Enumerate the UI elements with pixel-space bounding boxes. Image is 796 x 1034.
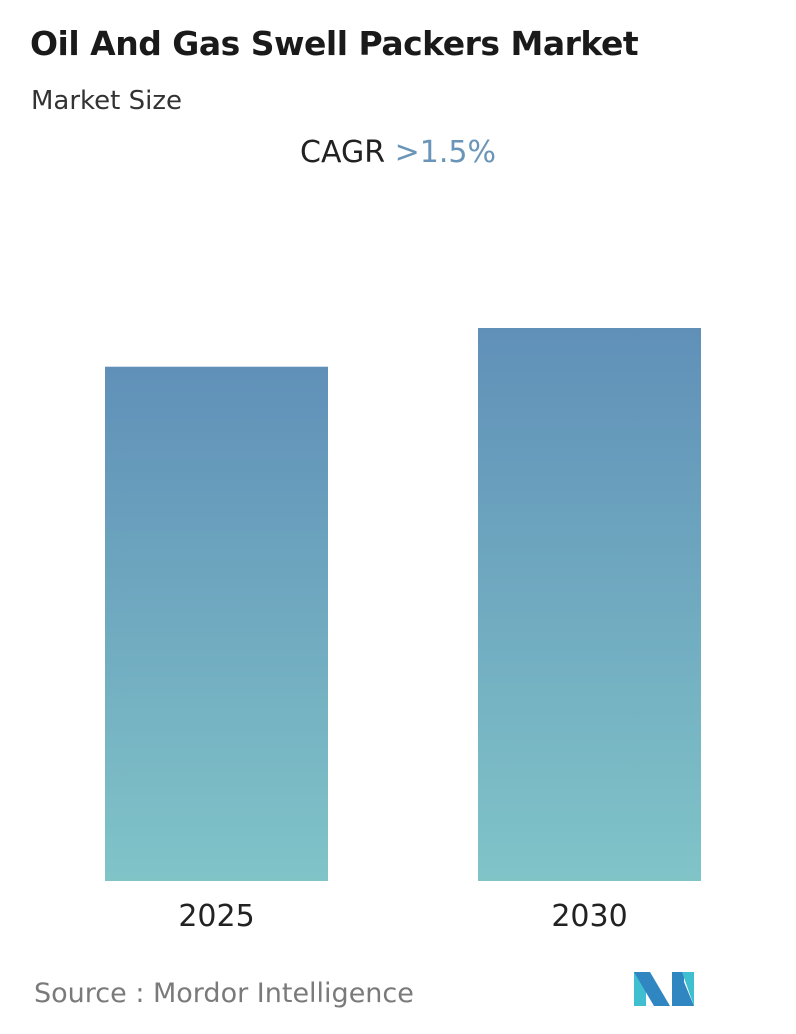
bar-chart: 2025 2030 [105,328,701,934]
x-tick-label: 2025 [178,899,254,934]
bar-2025 [105,366,328,882]
source-text: Source : Mordor Intelligence [34,978,414,1009]
x-tick-label: 2030 [551,899,627,934]
cagr-value: >1.5% [394,135,496,170]
chart-subtitle: Market Size [31,86,183,116]
bar-2030 [478,328,701,881]
cagr-text: CAGR [300,135,386,170]
chart-title: Oil And Gas Swell Packers Market [30,24,639,63]
cagr-label: CAGR >1.5% [0,135,796,170]
mordor-intelligence-logo [634,972,694,1006]
